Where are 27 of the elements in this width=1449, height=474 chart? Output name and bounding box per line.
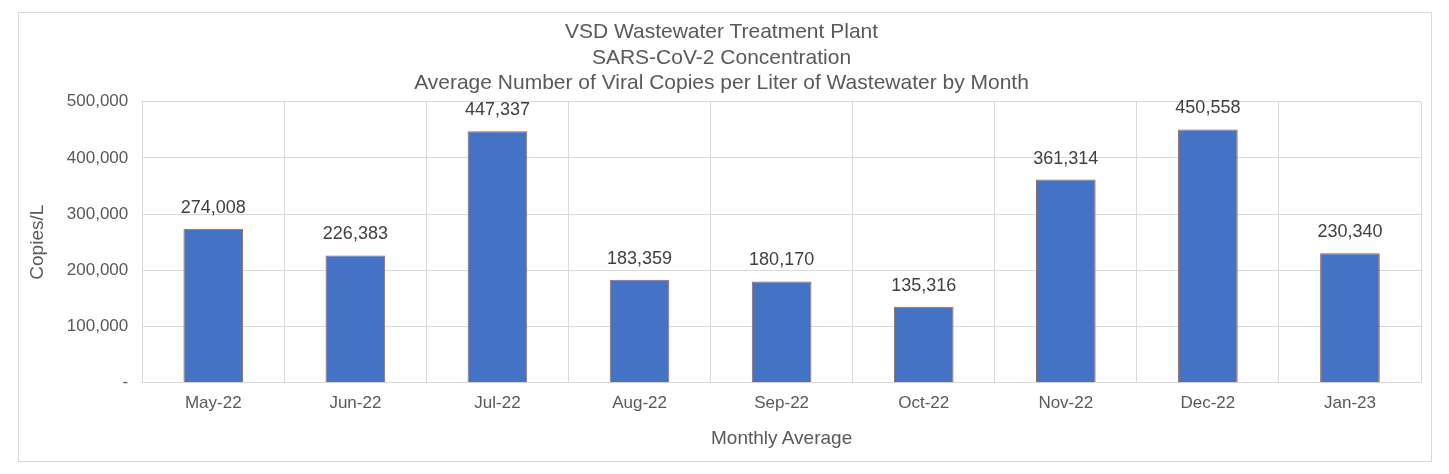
x-axis-title: Monthly Average [711, 426, 853, 448]
data-label: 230,340 [1317, 221, 1383, 242]
x-tick-label: Jul-22 [474, 392, 521, 412]
x-tick-label: Oct-22 [898, 392, 950, 412]
y-tick-label: 500,000 [66, 91, 129, 111]
x-tick-label: Jan-23 [1323, 392, 1376, 412]
y-axis-title: Copies/L [25, 204, 47, 280]
y-tick-label: 200,000 [66, 260, 129, 280]
data-label: 274,008 [180, 196, 246, 217]
x-tick-label: May-22 [184, 392, 242, 412]
x-tick-label: Dec-22 [1180, 392, 1236, 412]
data-label: 135,316 [891, 274, 957, 295]
y-tick-label: 300,000 [66, 203, 129, 223]
y-tick-label: - [122, 372, 129, 392]
data-label: 183,359 [607, 247, 673, 268]
data-label: 447,337 [464, 99, 530, 120]
data-label: 361,314 [1033, 147, 1099, 168]
x-tick-label: Aug-22 [612, 392, 667, 412]
y-tick-label: 400,000 [66, 147, 129, 167]
x-tick-label: Jun-22 [329, 392, 382, 412]
chart-title: VSD Wastewater Treatment Plant SARS-CoV-2 Concentration Average Number of Viral Copies per Liter of Wastewater by Month [414, 19, 1029, 93]
x-tick-label: Nov-22 [1038, 392, 1094, 412]
data-label: 226,383 [322, 223, 388, 244]
x-tick-label: Sep-22 [754, 392, 810, 412]
y-tick-label: 100,000 [66, 316, 129, 336]
data-label: 450,558 [1175, 97, 1241, 118]
data-label: 180,170 [749, 249, 815, 270]
